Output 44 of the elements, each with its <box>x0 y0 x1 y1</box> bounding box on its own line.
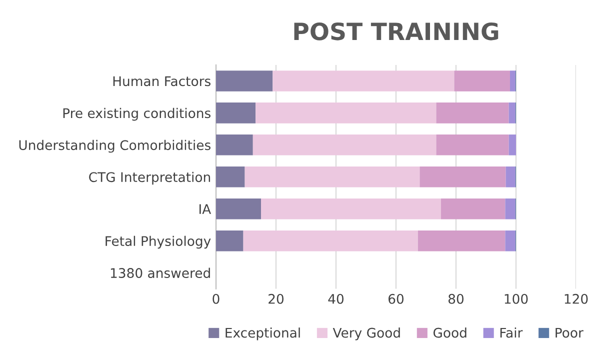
bar <box>420 166 506 188</box>
y-tick-label: IA <box>200 204 212 214</box>
bar <box>216 230 244 252</box>
legend-label: Very Good <box>332 328 400 340</box>
bar <box>508 102 516 124</box>
bar <box>505 198 516 220</box>
bar <box>261 198 441 220</box>
bar <box>243 230 418 252</box>
legend-label: Fair <box>500 328 523 338</box>
x-tick-label: 0 <box>212 294 220 304</box>
x-tick-label: 60 <box>388 294 404 304</box>
bar <box>441 198 506 220</box>
y-tick-label: Human Factors <box>113 76 210 86</box>
bar <box>436 102 509 124</box>
bar <box>272 70 454 92</box>
bar <box>454 70 510 92</box>
legend-label: Good <box>433 328 466 338</box>
y-tick-label: Pre existing conditions <box>63 108 210 121</box>
bar <box>216 166 245 188</box>
x-tick-label: 20 <box>268 294 284 304</box>
bar <box>252 134 436 156</box>
bar <box>216 70 273 92</box>
bar <box>436 134 509 156</box>
y-tick-label: 1380 answered <box>110 268 210 278</box>
x-tick-label: 100 <box>504 294 528 304</box>
y-tick-label: Fetal Physiology <box>106 236 211 249</box>
x-tick-label: 120 <box>564 294 588 304</box>
bar <box>505 230 516 252</box>
x-tick-label: 80 <box>448 294 464 304</box>
bar <box>510 70 516 92</box>
chart-title: POST TRAINING <box>294 22 498 40</box>
bar <box>506 166 516 188</box>
legend-label: Exceptional <box>226 328 300 340</box>
bar <box>216 134 253 156</box>
x-tick-label: 40 <box>328 294 344 304</box>
bar <box>216 198 261 220</box>
legend-label: Poor <box>556 328 584 338</box>
bar <box>256 102 436 124</box>
bar <box>418 230 506 252</box>
bar <box>216 102 256 124</box>
bar <box>508 134 516 156</box>
bar <box>244 166 420 188</box>
y-tick-label: Understanding Comorbidities <box>19 140 210 153</box>
y-tick-label: CTG Interpretation <box>89 172 210 185</box>
